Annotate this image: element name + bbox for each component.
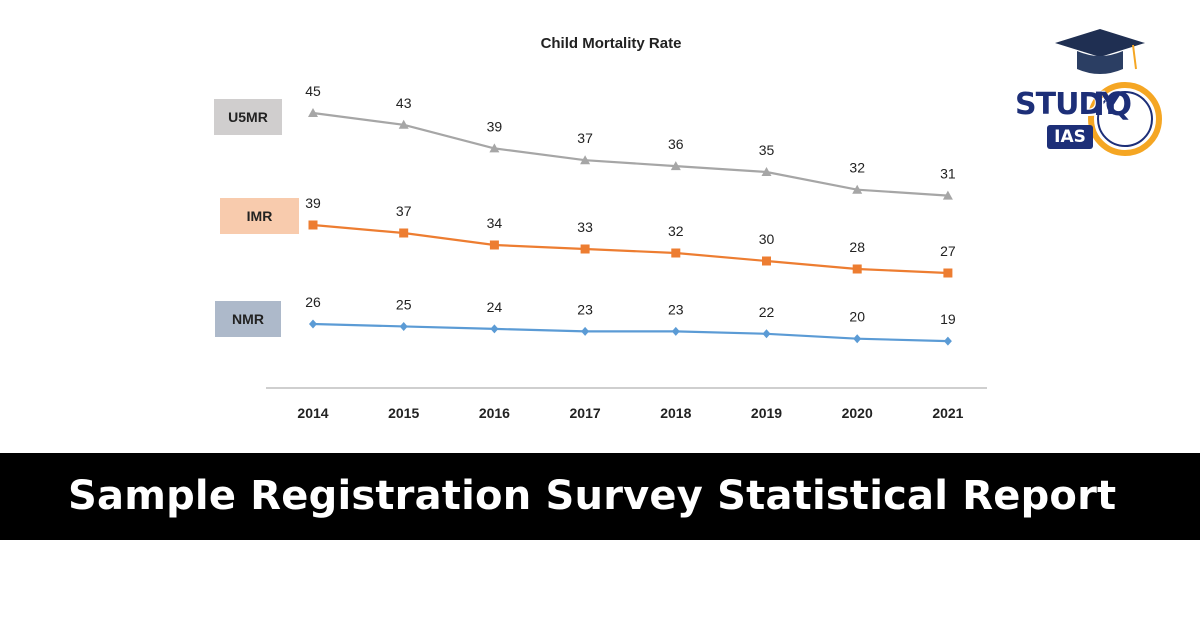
data-label-nmr-2015: 25 bbox=[396, 296, 412, 312]
cap-tassel bbox=[1132, 44, 1137, 70]
series-line-nmr bbox=[312, 322, 948, 343]
marker-nmr-2019 bbox=[762, 329, 771, 339]
data-label-nmr-2016: 24 bbox=[487, 299, 503, 315]
marker-u5mr-2016 bbox=[489, 143, 500, 153]
marker-imr-2020 bbox=[852, 264, 862, 274]
marker-imr-2021 bbox=[943, 268, 953, 278]
marker-imr-2014 bbox=[308, 220, 318, 230]
data-label-u5mr-2016: 39 bbox=[487, 118, 503, 134]
chart-title: Child Mortality Rate bbox=[541, 35, 682, 52]
data-label-imr-2014: 39 bbox=[305, 195, 321, 211]
logo-ias-badge: IAS bbox=[1047, 125, 1093, 149]
marker-u5mr-2020 bbox=[852, 184, 863, 194]
legend-label-nmr: NMR bbox=[232, 311, 264, 327]
data-label-nmr-2019: 22 bbox=[759, 304, 775, 320]
logo-iq-text: IQ bbox=[1093, 85, 1133, 123]
data-label-nmr-2018: 23 bbox=[668, 301, 684, 317]
marker-nmr-2018 bbox=[671, 326, 680, 336]
legend: U5MR IMR NMR bbox=[214, 99, 299, 337]
series-layer: 45 43 39 37 36 35 32 31 39 37 34 33 32 30 28 27 26 25 24 23… bbox=[305, 83, 956, 346]
title-banner: Sample Registration Survey Statistical R… bbox=[0, 453, 1200, 540]
x-tick-label-2019: 2019 bbox=[751, 405, 782, 421]
marker-nmr-2015 bbox=[399, 321, 408, 331]
marker-nmr-2021 bbox=[943, 336, 952, 346]
data-label-nmr-2021: 19 bbox=[940, 311, 956, 327]
marker-imr-2017 bbox=[580, 244, 590, 254]
logo-inner-ring bbox=[1097, 91, 1153, 147]
marker-u5mr-2017 bbox=[580, 155, 591, 165]
data-label-imr-2019: 30 bbox=[759, 231, 775, 247]
legend-label-u5mr: U5MR bbox=[228, 109, 268, 125]
marker-u5mr-2021 bbox=[942, 190, 953, 200]
legend-box-u5mr bbox=[214, 99, 282, 135]
marker-u5mr-2018 bbox=[670, 161, 681, 171]
data-label-u5mr-2020: 32 bbox=[849, 160, 865, 176]
x-axis-ticks: 2014 2015 2016 2017 2018 2019 2020 2021 bbox=[297, 405, 963, 421]
cap-base bbox=[1077, 51, 1123, 74]
x-tick-label-2015: 2015 bbox=[388, 405, 419, 421]
marker-imr-2019 bbox=[762, 256, 771, 266]
data-label-imr-2018: 32 bbox=[668, 223, 684, 239]
marker-nmr-2020 bbox=[853, 334, 862, 344]
data-label-imr-2021: 27 bbox=[940, 243, 956, 259]
data-label-imr-2015: 37 bbox=[396, 203, 412, 219]
marker-imr-2018 bbox=[671, 248, 681, 258]
logo-ring bbox=[1088, 82, 1162, 156]
data-label-nmr-2014: 26 bbox=[305, 294, 321, 310]
series-line-u5mr bbox=[312, 111, 948, 197]
marker-u5mr-2015 bbox=[398, 119, 409, 129]
chart: Child Mortality Rate U5MR IMR NMR 45 43 39 37… bbox=[214, 35, 987, 421]
marker-imr-2015 bbox=[399, 228, 409, 238]
data-label-imr-2020: 28 bbox=[849, 239, 865, 255]
study-iq-logo: STUDY IQ IAS bbox=[1005, 25, 1175, 165]
x-tick-label-2017: 2017 bbox=[570, 405, 601, 421]
series-line-imr bbox=[312, 223, 948, 275]
x-tick-label-2018: 2018 bbox=[660, 405, 691, 421]
marker-nmr-2016 bbox=[490, 324, 499, 334]
data-label-u5mr-2014: 45 bbox=[305, 83, 321, 99]
data-label-imr-2017: 33 bbox=[577, 219, 593, 235]
data-label-u5mr-2021: 31 bbox=[940, 166, 956, 182]
marker-u5mr-2014 bbox=[308, 108, 318, 117]
marker-nmr-2014 bbox=[309, 319, 317, 329]
legend-box-imr bbox=[220, 198, 299, 234]
x-tick-label-2021: 2021 bbox=[932, 405, 963, 421]
data-label-nmr-2017: 23 bbox=[577, 301, 593, 317]
banner-title: Sample Registration Survey Statistical R… bbox=[68, 473, 1117, 519]
logo-study-text: STUDY bbox=[1015, 87, 1122, 122]
data-label-u5mr-2018: 36 bbox=[668, 136, 684, 152]
marker-nmr-2017 bbox=[581, 326, 590, 336]
legend-label-imr: IMR bbox=[247, 208, 273, 224]
x-tick-label-2020: 2020 bbox=[842, 405, 873, 421]
graduation-cap-icon bbox=[1055, 29, 1145, 57]
data-label-u5mr-2015: 43 bbox=[396, 95, 412, 111]
marker-u5mr-2019 bbox=[761, 167, 772, 176]
x-tick-label-2014: 2014 bbox=[297, 405, 328, 421]
logo-graphic bbox=[1055, 29, 1162, 156]
legend-box-nmr bbox=[215, 301, 281, 337]
data-label-u5mr-2019: 35 bbox=[759, 142, 775, 158]
data-label-nmr-2020: 20 bbox=[849, 309, 865, 325]
data-label-imr-2016: 34 bbox=[487, 215, 503, 231]
x-tick-label-2016: 2016 bbox=[479, 405, 510, 421]
data-label-u5mr-2017: 37 bbox=[577, 130, 593, 146]
marker-imr-2016 bbox=[489, 240, 499, 250]
